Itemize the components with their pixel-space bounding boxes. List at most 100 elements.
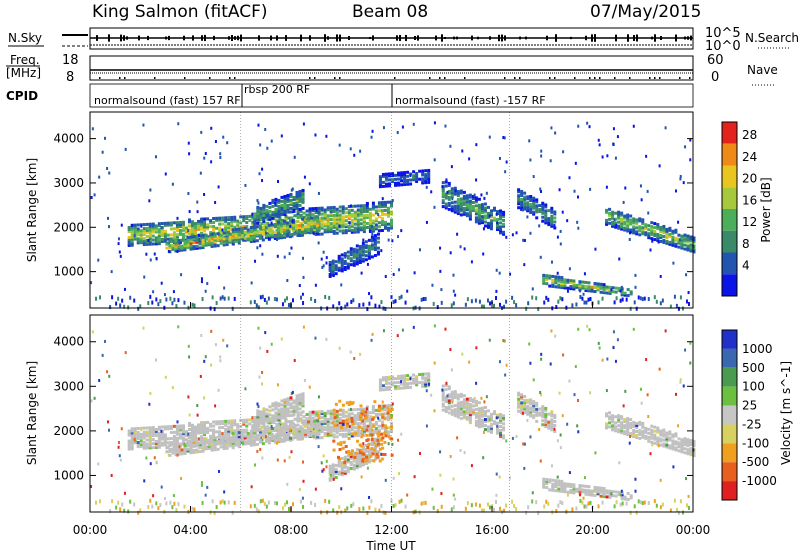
velocity-cell bbox=[148, 444, 152, 448]
power-cell bbox=[133, 229, 137, 233]
velocity-cell bbox=[227, 431, 231, 435]
velocity-cell bbox=[230, 427, 234, 431]
power-cell bbox=[677, 245, 681, 249]
power-cell bbox=[538, 210, 542, 214]
velocity-cell bbox=[464, 506, 467, 511]
power-cell bbox=[651, 239, 654, 243]
velocity-cell bbox=[274, 403, 278, 407]
velocity-cell bbox=[477, 411, 481, 415]
velocity-cell bbox=[249, 439, 253, 443]
power-cell bbox=[298, 193, 302, 197]
power-cell bbox=[477, 205, 481, 209]
velocity-cell bbox=[298, 397, 302, 401]
power-cell bbox=[206, 227, 210, 231]
velocity-cell bbox=[626, 423, 630, 427]
velocity-cell bbox=[353, 434, 357, 438]
velocity-cell bbox=[316, 421, 320, 425]
power-cell bbox=[482, 304, 485, 309]
noise-sample bbox=[555, 34, 557, 42]
power-cell bbox=[187, 220, 191, 224]
power-cell bbox=[340, 261, 344, 265]
power-cell bbox=[459, 207, 463, 211]
power-cell bbox=[542, 281, 546, 285]
noise-sample bbox=[660, 36, 662, 40]
velocity-cell bbox=[127, 509, 130, 514]
power-cell bbox=[551, 280, 555, 284]
velocity-cell bbox=[611, 494, 615, 498]
velocity-cell bbox=[227, 439, 231, 443]
power-cell bbox=[332, 213, 336, 217]
freq-sample bbox=[394, 77, 396, 79]
power-cell bbox=[356, 222, 360, 226]
power-cell bbox=[338, 219, 342, 223]
power-cell bbox=[444, 194, 448, 198]
power-cell bbox=[302, 229, 306, 233]
power-cell bbox=[293, 228, 297, 232]
power-cell bbox=[136, 231, 140, 235]
velocity-cell bbox=[298, 395, 302, 399]
velocity-cell bbox=[99, 499, 102, 504]
velocity-cell bbox=[569, 482, 573, 486]
power-cell bbox=[477, 215, 481, 219]
power-cell bbox=[384, 174, 388, 178]
power-cell bbox=[468, 199, 472, 203]
velocity-cell bbox=[148, 442, 152, 446]
power-cell bbox=[421, 181, 425, 185]
noise-sample bbox=[414, 36, 416, 40]
velocity-cell bbox=[302, 419, 306, 423]
velocity-cell bbox=[611, 424, 615, 428]
power-cell bbox=[302, 122, 305, 126]
velocity-cell bbox=[535, 419, 539, 423]
velocity-cell bbox=[148, 440, 152, 444]
power-cell bbox=[353, 228, 357, 232]
power-cell bbox=[531, 295, 534, 300]
power-cell bbox=[362, 238, 365, 242]
power-cell bbox=[367, 250, 371, 254]
velocity-cell bbox=[230, 437, 234, 441]
power-cell bbox=[301, 198, 305, 202]
velocity-cell bbox=[544, 406, 548, 410]
power-cell bbox=[272, 235, 276, 239]
velocity-cell bbox=[573, 393, 576, 397]
velocity-cell bbox=[673, 498, 676, 503]
velocity-cell bbox=[502, 414, 506, 418]
velocity-cell bbox=[626, 417, 630, 421]
velocity-cell bbox=[222, 443, 226, 447]
power-cell bbox=[412, 176, 416, 180]
power-cell bbox=[608, 213, 612, 217]
power-cell bbox=[563, 278, 567, 282]
power-cell bbox=[545, 276, 549, 280]
power-cell bbox=[390, 174, 394, 178]
velocity-cell bbox=[608, 421, 612, 425]
velocity-cell bbox=[356, 407, 360, 411]
velocity-cell bbox=[317, 422, 321, 426]
velocity-cell bbox=[277, 418, 281, 422]
power-cell bbox=[335, 221, 339, 225]
velocity-cell bbox=[331, 465, 335, 469]
velocity-cell bbox=[338, 421, 342, 425]
power-cell bbox=[257, 123, 260, 127]
power-cell bbox=[206, 223, 210, 227]
velocity-cell bbox=[230, 431, 234, 435]
velocity-cell bbox=[314, 426, 318, 430]
power-cell bbox=[277, 214, 281, 218]
power-cell bbox=[626, 227, 630, 231]
velocity-cell bbox=[541, 413, 545, 417]
power-cell bbox=[124, 147, 127, 151]
velocity-cell bbox=[262, 409, 266, 413]
power-cell bbox=[224, 232, 228, 236]
noise-sample bbox=[234, 36, 236, 40]
velocity-cell bbox=[296, 437, 300, 441]
power-cell bbox=[268, 215, 272, 219]
freq-sample bbox=[229, 77, 231, 79]
power-cell bbox=[620, 213, 624, 217]
power-cell bbox=[427, 180, 431, 184]
power-cell bbox=[221, 218, 225, 222]
power-cell bbox=[301, 217, 305, 221]
power-cell bbox=[638, 229, 642, 233]
velocity-cell bbox=[374, 420, 378, 424]
velocity-cell bbox=[617, 430, 621, 434]
power-cell bbox=[331, 263, 335, 267]
velocity-cell bbox=[365, 419, 369, 423]
velocity-cell bbox=[532, 414, 536, 418]
